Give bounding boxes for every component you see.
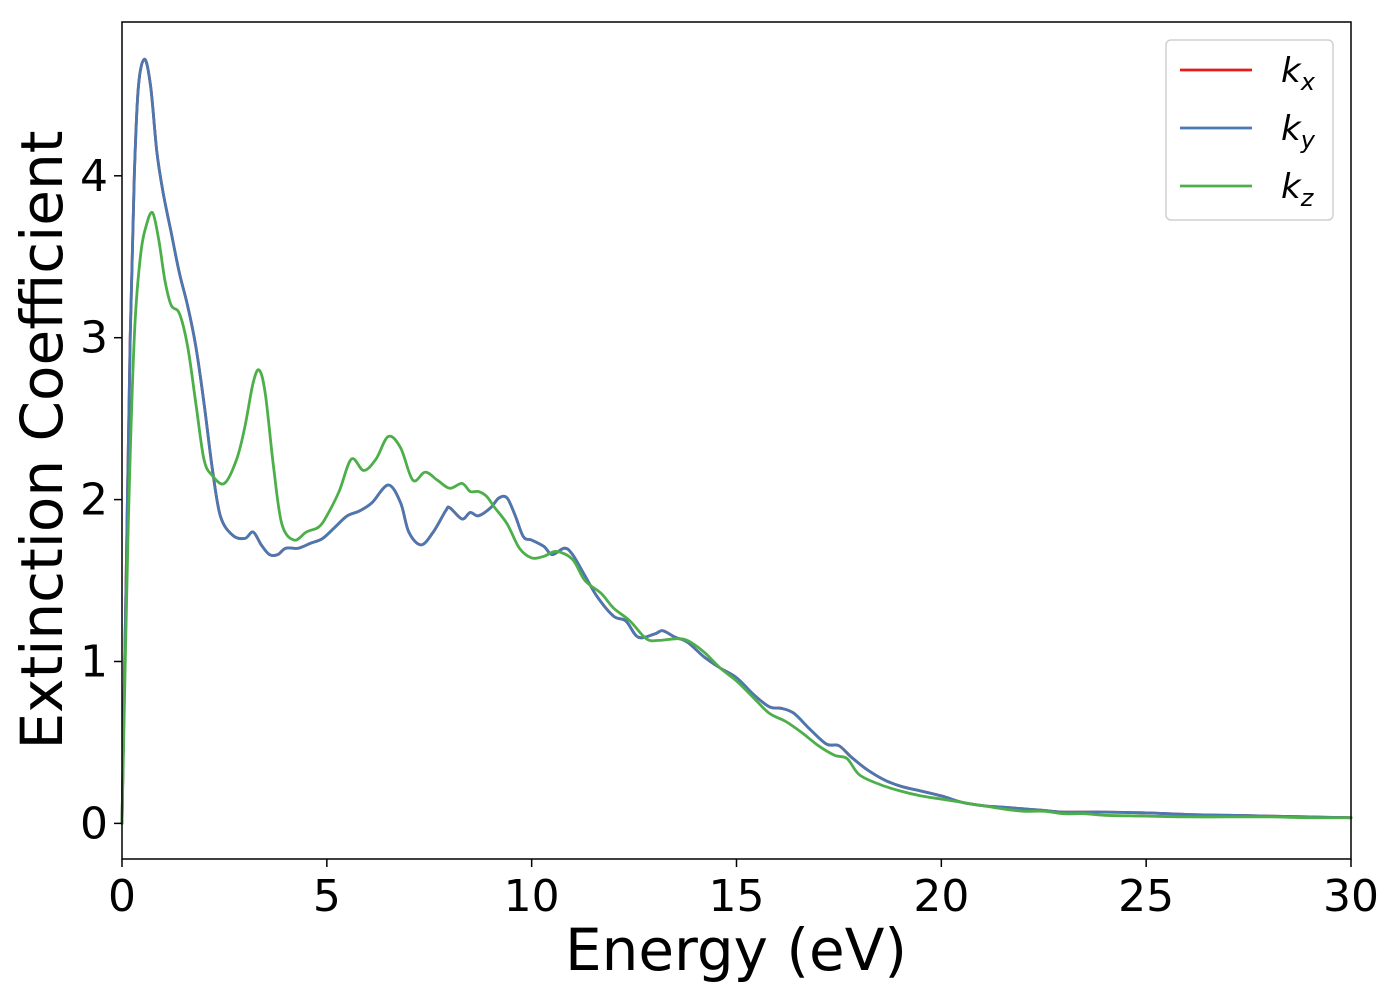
legend: kx ky kz (1165, 39, 1334, 221)
x-axis-title: Energy (eV) (565, 916, 907, 984)
legend-label-kz: kz (1281, 167, 1315, 212)
series-layer (120, 57, 1353, 825)
x-tick-label: 15 (709, 871, 765, 922)
x-tick-label: 30 (1323, 871, 1379, 922)
y-tick-label: 4 (80, 151, 108, 202)
y-axis: 0 1 2 3 4 (80, 151, 122, 849)
x-tick-label: 10 (504, 871, 560, 922)
x-tick-label: 25 (1118, 871, 1174, 922)
y-tick-label: 1 (80, 636, 108, 687)
legend-label-kx: kx (1281, 51, 1316, 96)
legend-box (1165, 39, 1334, 221)
series-line-kz (120, 211, 1353, 825)
x-tick-label: 5 (313, 871, 341, 922)
legend-label-ky: ky (1281, 109, 1316, 154)
y-tick-label: 3 (80, 313, 108, 364)
x-tick-label: 20 (913, 871, 969, 922)
y-axis-title: Extinction Coefficient (8, 131, 76, 750)
x-axis: 0 5 10 15 20 25 30 (108, 859, 1379, 922)
y-tick-label: 2 (80, 475, 108, 526)
series-line-ky (120, 57, 1353, 825)
x-tick-label: 0 (108, 871, 136, 922)
y-tick-label: 0 (80, 798, 108, 849)
